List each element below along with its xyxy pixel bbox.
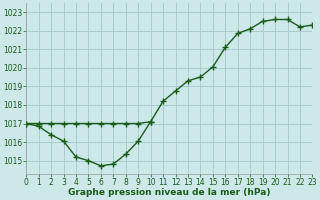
X-axis label: Graphe pression niveau de la mer (hPa): Graphe pression niveau de la mer (hPa) xyxy=(68,188,270,197)
